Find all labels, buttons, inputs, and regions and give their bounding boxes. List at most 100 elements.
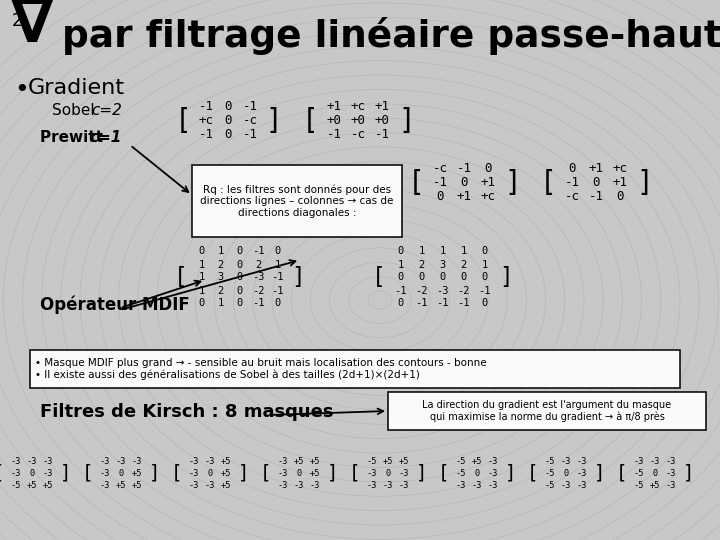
Text: 0: 0 xyxy=(274,246,281,256)
Text: 0: 0 xyxy=(236,260,243,269)
Text: -3: -3 xyxy=(189,456,199,465)
Text: -1: -1 xyxy=(433,177,448,190)
Text: 3: 3 xyxy=(217,273,224,282)
Text: +1: +1 xyxy=(480,177,495,190)
Text: -5: -5 xyxy=(456,456,467,465)
FancyBboxPatch shape xyxy=(192,165,402,237)
Text: Prewitt: Prewitt xyxy=(40,130,108,145)
Text: 2: 2 xyxy=(256,260,261,269)
Text: -3: -3 xyxy=(487,456,498,465)
Text: -1: -1 xyxy=(199,129,214,141)
Text: -1: -1 xyxy=(252,299,265,308)
Text: 2: 2 xyxy=(217,260,224,269)
Text: 0: 0 xyxy=(593,177,600,190)
Text: -c: -c xyxy=(243,114,258,127)
Text: 0: 0 xyxy=(224,100,232,113)
Text: -3: -3 xyxy=(456,481,467,489)
Text: +0: +0 xyxy=(374,114,390,127)
Text: Sobel: Sobel xyxy=(52,103,99,118)
Text: -c: -c xyxy=(351,129,366,141)
Text: +1: +1 xyxy=(456,191,472,204)
Text: -2: -2 xyxy=(252,286,265,295)
Text: -1: -1 xyxy=(252,246,265,256)
Text: +5: +5 xyxy=(116,481,126,489)
Text: [: [ xyxy=(174,107,191,135)
Text: 1: 1 xyxy=(199,260,204,269)
Text: +5: +5 xyxy=(132,469,143,477)
Text: +5: +5 xyxy=(42,481,53,489)
Text: -5: -5 xyxy=(545,481,555,489)
Text: -3: -3 xyxy=(189,469,199,477)
Text: 1: 1 xyxy=(199,273,204,282)
Text: -3: -3 xyxy=(100,481,110,489)
Text: 0: 0 xyxy=(474,469,480,477)
Text: Opérateur MDIF: Opérateur MDIF xyxy=(40,295,190,314)
Text: ]: ] xyxy=(416,463,428,483)
Text: +5: +5 xyxy=(399,456,409,465)
Text: 0: 0 xyxy=(418,273,425,282)
Text: +c: +c xyxy=(480,191,495,204)
Text: 0: 0 xyxy=(439,273,446,282)
Text: -3: -3 xyxy=(366,481,377,489)
Text: -c: -c xyxy=(433,163,448,176)
Text: ]: ] xyxy=(398,107,415,135)
Text: -3: -3 xyxy=(189,481,199,489)
Text: -1: -1 xyxy=(271,273,284,282)
Text: -5: -5 xyxy=(545,456,555,465)
Text: 1: 1 xyxy=(482,260,487,269)
Text: -3: -3 xyxy=(577,469,588,477)
Text: -2: -2 xyxy=(415,286,428,295)
Text: -3: -3 xyxy=(252,273,265,282)
Text: 0: 0 xyxy=(482,246,487,256)
Text: +5: +5 xyxy=(221,469,231,477)
Text: [: [ xyxy=(171,463,182,483)
Text: -5: -5 xyxy=(634,469,644,477)
Text: par filtrage linéaire passe-haut: par filtrage linéaire passe-haut xyxy=(62,17,720,55)
Text: [: [ xyxy=(348,463,360,483)
Text: -3: -3 xyxy=(204,456,215,465)
Text: -3: -3 xyxy=(561,456,571,465)
Text: [: [ xyxy=(174,266,188,289)
Text: +5: +5 xyxy=(294,456,305,465)
FancyBboxPatch shape xyxy=(388,392,706,430)
Text: +5: +5 xyxy=(649,481,660,489)
Text: -3: -3 xyxy=(487,469,498,477)
Text: ]: ] xyxy=(327,463,338,483)
Text: -5: -5 xyxy=(634,481,644,489)
Text: +1: +1 xyxy=(613,177,628,190)
Text: -3: -3 xyxy=(11,469,22,477)
Text: • Masque MDIF plus grand → - sensible au bruit mais localisation des contours - : • Masque MDIF plus grand → - sensible au… xyxy=(35,358,487,380)
Text: 0: 0 xyxy=(397,273,404,282)
Text: -3: -3 xyxy=(666,481,676,489)
Text: +1: +1 xyxy=(326,100,341,113)
Text: 1: 1 xyxy=(217,246,224,256)
Text: ∇: ∇ xyxy=(10,0,55,55)
Text: -1: -1 xyxy=(395,286,407,295)
Text: [: [ xyxy=(260,463,271,483)
Text: 0: 0 xyxy=(397,246,404,256)
Text: ]: ] xyxy=(636,169,652,197)
Text: ]: ] xyxy=(60,463,71,483)
Text: -3: -3 xyxy=(666,469,676,477)
Text: ]: ] xyxy=(149,463,161,483)
Text: 0: 0 xyxy=(563,469,569,477)
Text: +1: +1 xyxy=(374,100,390,113)
Text: +1: +1 xyxy=(588,163,603,176)
Text: 0: 0 xyxy=(236,273,243,282)
Text: -3: -3 xyxy=(577,456,588,465)
Text: -1: -1 xyxy=(243,100,258,113)
Text: +5: +5 xyxy=(221,481,231,489)
Text: -c: -c xyxy=(564,191,580,204)
Text: 0: 0 xyxy=(118,469,124,477)
Text: -3: -3 xyxy=(472,481,482,489)
Text: 0: 0 xyxy=(224,129,232,141)
Text: 0: 0 xyxy=(460,273,467,282)
Text: 0: 0 xyxy=(485,163,492,176)
Text: 1: 1 xyxy=(439,246,446,256)
Text: 0: 0 xyxy=(224,114,232,127)
Text: -1: -1 xyxy=(415,299,428,308)
Text: 1: 1 xyxy=(460,246,467,256)
Text: -1: -1 xyxy=(374,129,390,141)
Text: -1: -1 xyxy=(588,191,603,204)
Text: -1: -1 xyxy=(326,129,341,141)
